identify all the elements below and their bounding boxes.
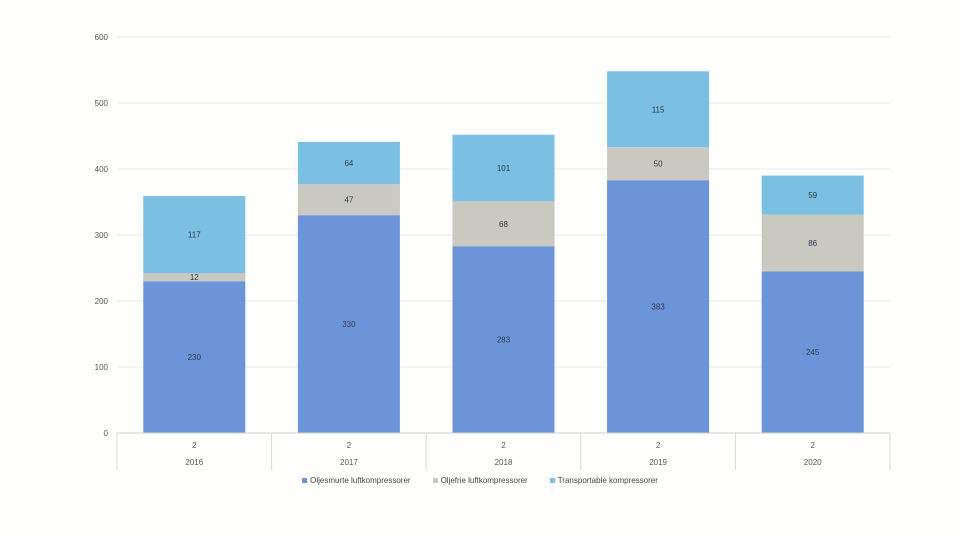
x-tick-label: 2020 <box>804 458 822 467</box>
bar-segment <box>761 271 864 433</box>
legend-swatch <box>302 478 308 483</box>
data-label: 64 <box>344 159 353 168</box>
data-label: 68 <box>499 220 508 229</box>
data-label: 59 <box>808 191 817 200</box>
x-subcategory-label: 2 <box>501 441 506 450</box>
bar-segment <box>452 246 555 433</box>
data-label: 245 <box>806 348 820 357</box>
bar-segment <box>761 175 864 215</box>
data-label: 12 <box>190 273 199 282</box>
bar-segment <box>297 215 400 433</box>
x-subcategory-label: 2 <box>347 441 352 450</box>
x-subcategory-label: 2 <box>192 441 197 450</box>
bar-segment <box>143 273 246 282</box>
data-label: 117 <box>188 231 201 240</box>
legend-swatch <box>549 478 555 483</box>
bar-segment <box>143 196 246 274</box>
y-tick-label: 100 <box>95 363 109 372</box>
bar-segment <box>143 281 246 433</box>
bars: 230 12 117 330 47 64 283 68 101 383 50 115 245 86 59 <box>143 71 864 433</box>
data-label: 230 <box>188 353 202 362</box>
x-tick-label: 2018 <box>495 458 513 467</box>
data-label: 330 <box>342 320 356 329</box>
bar-segment <box>607 147 710 181</box>
x-axis: 2 2016 2 2017 2 2018 2 2019 2 2020 <box>116 432 891 470</box>
y-tick-label: 400 <box>95 165 109 174</box>
data-label: 101 <box>497 164 511 173</box>
y-tick-label: 200 <box>95 297 109 306</box>
y-tick-label: 0 <box>104 429 109 438</box>
bar-segment <box>761 214 864 272</box>
bar-segment <box>297 141 400 185</box>
legend-swatch <box>432 478 438 483</box>
data-label: 283 <box>497 336 511 345</box>
legend-item: Oljefrie luftkompressorer <box>432 476 528 485</box>
data-label: 47 <box>344 196 353 205</box>
legend-label: Transportable kompressorer <box>557 476 658 485</box>
y-tick-label: 300 <box>95 231 109 240</box>
x-tick-label: 2017 <box>340 458 358 467</box>
bar-segment <box>607 180 710 433</box>
x-subcategory-label: 2 <box>656 441 661 450</box>
data-label: 50 <box>654 160 663 169</box>
bar-segment <box>607 71 710 148</box>
bar-segment <box>452 134 555 202</box>
bar-segment <box>452 201 555 247</box>
legend-item: Oljesmurte luftkompressorer <box>302 476 411 485</box>
data-label: 115 <box>652 105 665 114</box>
y-axis: 0 100 200 300 400 500 600 <box>95 33 109 438</box>
data-label: 86 <box>808 239 817 248</box>
legend-label: Oljesmurte luftkompressorer <box>310 476 411 485</box>
x-tick-label: 2019 <box>649 458 667 467</box>
y-tick-label: 600 <box>95 33 109 42</box>
legend-item: Transportable kompressorer <box>549 476 658 485</box>
legend: Oljesmurte luftkompressorer Oljefrie luft… <box>0 476 960 485</box>
bar-segment <box>297 184 400 216</box>
x-tick-label: 2016 <box>185 458 203 467</box>
x-subcategory-label: 2 <box>810 441 815 450</box>
legend-label: Oljefrie luftkompressorer <box>440 476 528 485</box>
y-tick-label: 500 <box>95 99 109 108</box>
data-label: 383 <box>651 303 665 312</box>
